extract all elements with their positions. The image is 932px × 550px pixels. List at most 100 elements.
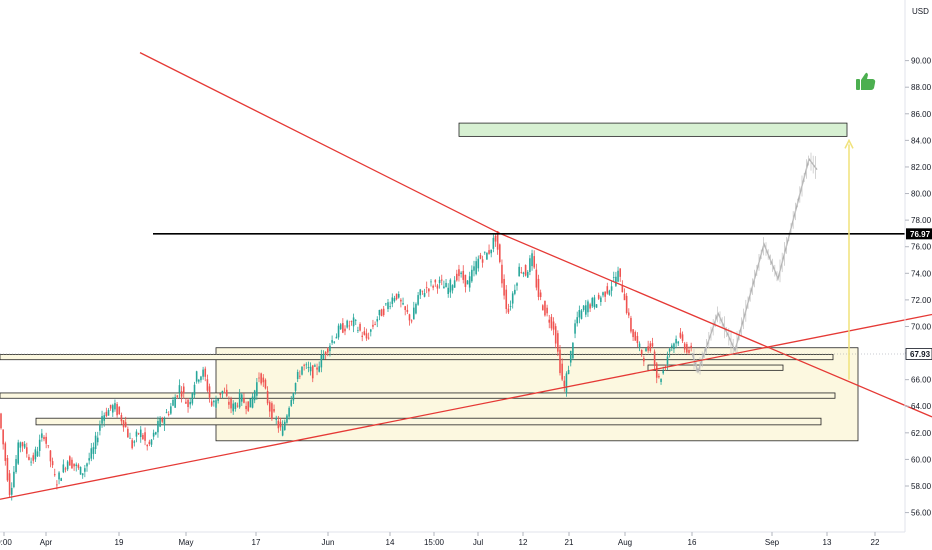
x-tick-label: 19	[115, 538, 124, 547]
candle-up	[492, 237, 495, 249]
candle-up	[387, 302, 389, 310]
candle-down	[647, 346, 649, 351]
y-tick-label: 84.00	[911, 136, 932, 145]
candle-down	[634, 332, 637, 341]
candle-up	[339, 324, 342, 330]
candle-down	[131, 440, 133, 449]
candle-down	[559, 349, 561, 374]
candle-up	[447, 287, 449, 294]
candle-down	[428, 288, 430, 292]
candle-up	[294, 382, 297, 391]
candle-down	[225, 389, 228, 396]
candle-up	[215, 400, 217, 408]
candle-up	[107, 410, 110, 416]
candle-down	[606, 286, 609, 294]
candle-down	[258, 377, 260, 379]
candle-up	[133, 441, 136, 443]
candle-down	[557, 333, 559, 352]
candle-up	[662, 370, 664, 374]
candle-down	[505, 289, 508, 310]
candle-down	[4, 443, 7, 461]
candle-down	[681, 334, 684, 341]
candle-down	[479, 255, 482, 259]
candle-up	[163, 418, 166, 426]
candle-up	[296, 371, 299, 380]
candle-down	[679, 332, 682, 338]
candle-down	[406, 309, 409, 312]
candle-up	[602, 292, 604, 296]
candle-down	[507, 308, 510, 313]
candle-down	[456, 273, 458, 281]
candle-up	[251, 396, 254, 408]
support-level-box	[647, 364, 784, 371]
candle-up	[516, 283, 518, 286]
candle-down	[344, 328, 346, 332]
candle-up	[114, 403, 116, 410]
candle-up	[391, 297, 394, 304]
candle-down	[73, 463, 75, 467]
candle-down	[137, 433, 140, 435]
candle-up	[75, 464, 78, 466]
x-tick-label: Aug	[618, 538, 632, 547]
candle-up	[135, 431, 138, 437]
candle-down	[273, 409, 275, 412]
candle-up	[189, 401, 191, 405]
candle-up	[419, 289, 422, 296]
candle-down	[546, 307, 548, 314]
candle-up	[322, 354, 325, 360]
candle-down	[410, 320, 413, 322]
candle-down	[623, 293, 626, 301]
candle-up	[600, 297, 602, 302]
candle-down	[436, 285, 439, 289]
support-level-box	[0, 353, 834, 361]
candle-up	[290, 400, 293, 406]
candle-down	[120, 415, 123, 422]
candle-down	[382, 308, 385, 316]
candle-down	[651, 343, 654, 347]
candle-up	[288, 407, 290, 417]
candle-up	[92, 447, 95, 454]
candle-down	[561, 363, 563, 380]
candle-down	[230, 399, 232, 409]
candle-up	[572, 342, 574, 359]
candle-down	[206, 379, 209, 391]
candle-down	[49, 450, 52, 462]
thumb-cuff	[856, 79, 860, 90]
candle-down	[653, 351, 656, 366]
y-tick-label: 70.00	[911, 322, 932, 331]
candle-down	[262, 377, 265, 383]
candle-down	[122, 420, 125, 428]
candle-up	[668, 348, 671, 352]
ascending-trendline	[0, 313, 932, 500]
candle-up	[402, 303, 404, 305]
candle-down	[462, 270, 465, 280]
y-tick-label: 86.00	[911, 110, 932, 119]
candle-down	[425, 287, 428, 289]
candle-up	[318, 366, 320, 372]
candle-down	[69, 456, 71, 466]
candle-up	[591, 298, 594, 307]
y-tick-label: 82.00	[911, 163, 932, 172]
candle-up	[170, 406, 172, 414]
candle-up	[529, 258, 531, 273]
candle-down	[621, 284, 624, 293]
candle-down	[124, 422, 127, 428]
candle-up	[486, 252, 488, 260]
candle-down	[161, 418, 164, 422]
candle-up	[593, 297, 596, 308]
candle-up	[430, 281, 432, 283]
candle-down	[552, 321, 555, 330]
candle-up	[84, 468, 86, 472]
candle-down	[45, 436, 47, 444]
candle-up	[352, 317, 355, 327]
candle-up	[477, 258, 480, 269]
candle-down	[683, 343, 686, 350]
candle-up	[165, 412, 168, 414]
candle-up	[23, 443, 26, 448]
candle-down	[655, 363, 658, 378]
candle-up	[337, 325, 340, 338]
candle-up	[565, 373, 568, 393]
candle-down	[21, 442, 24, 447]
candle-up	[466, 280, 469, 285]
